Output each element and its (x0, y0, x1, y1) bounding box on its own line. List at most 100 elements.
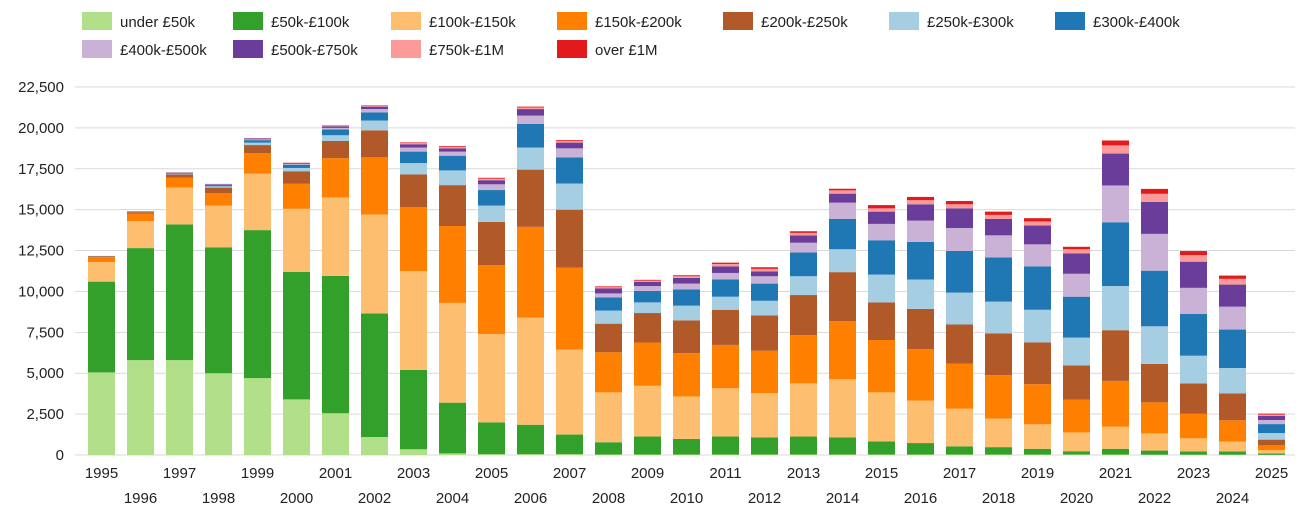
legend-swatch (723, 12, 753, 30)
x-tick-label: 2014 (826, 490, 859, 507)
bar-stack-2011 (712, 262, 739, 455)
bar-segment (1219, 393, 1246, 421)
bar-stack-2006 (517, 106, 544, 455)
bar-segment (517, 424, 544, 455)
legend-label: £250k-£300k (927, 14, 1014, 31)
x-tick-label: 2004 (436, 490, 469, 507)
x-tick-label: 1998 (202, 490, 235, 507)
bar-segment (946, 200, 973, 205)
legend-item: £250k-£300k (889, 12, 1014, 31)
bar-segment (946, 324, 973, 364)
bar-segment (829, 218, 856, 250)
bar-segment (556, 434, 583, 455)
bar-segment (478, 184, 505, 191)
bar-segment (478, 205, 505, 222)
bar-segment (673, 289, 700, 306)
bar-segment (361, 106, 388, 110)
bar-segment (1258, 419, 1285, 425)
bar-segment (1102, 222, 1129, 287)
bar-segment (166, 177, 193, 188)
bar-segment (322, 413, 349, 455)
bar-segment (595, 287, 622, 289)
y-axis-ticks: 0 2,500 5,000 7,500 10,000 12,500 15,000 17,500… (18, 79, 64, 464)
bar-segment (400, 207, 427, 271)
x-tick-label: 2017 (943, 465, 976, 482)
bar-segment (439, 147, 466, 149)
bar-segment (1024, 221, 1051, 226)
bar-segment (1258, 450, 1285, 454)
bar-stack-2009 (634, 279, 661, 455)
bar-stack-2005 (478, 177, 505, 455)
bar-segment (400, 147, 427, 152)
bar-segment (1219, 441, 1246, 452)
bar-segment (88, 372, 115, 455)
bar-segment (127, 221, 154, 249)
bar-segment (1024, 424, 1051, 449)
bar-segment (1063, 253, 1090, 274)
bar-segment (1102, 286, 1129, 331)
bar-segment (1141, 450, 1168, 455)
bar-segment (244, 378, 271, 455)
bar-segment (712, 266, 739, 273)
bar-segment (1102, 145, 1129, 154)
bar-segment (868, 392, 895, 442)
bar-segment (517, 115, 544, 124)
bar-segment (712, 388, 739, 437)
bar-segment (595, 352, 622, 393)
bar-segment (985, 211, 1012, 215)
bar-segment (1063, 432, 1090, 452)
bar-segment (517, 454, 544, 455)
bar-segment (907, 200, 934, 205)
bar-segment (868, 211, 895, 224)
bar-segment (907, 443, 934, 455)
bar-segment (1219, 451, 1246, 455)
bar-segment (985, 235, 1012, 258)
bar-segment (517, 109, 544, 116)
x-tick-label: 1999 (241, 465, 274, 482)
bar-segment (361, 214, 388, 314)
bar-segment (1180, 255, 1207, 262)
bar-segment (595, 323, 622, 353)
bar-segment (517, 106, 544, 108)
bar-segment (517, 147, 544, 170)
bar-segment (1180, 451, 1207, 455)
bar-segment (205, 186, 232, 188)
bar-segment (478, 178, 505, 181)
bar-segment (790, 252, 817, 277)
bar-segment (1102, 185, 1129, 223)
bars (88, 105, 1285, 455)
bar-stack-2025 (1258, 413, 1285, 455)
bar-segment (1102, 140, 1129, 146)
bar-segment (751, 350, 778, 394)
bar-segment (556, 454, 583, 455)
bar-segment (946, 292, 973, 325)
y-tick-label: 7,500 (26, 324, 64, 341)
bar-segment (322, 126, 349, 128)
bar-segment (478, 190, 505, 206)
bar-segment (556, 349, 583, 435)
legend-label: £750k-£1M (429, 42, 504, 59)
bar-segment (244, 139, 271, 141)
bar-segment (127, 360, 154, 455)
bar-segment (829, 190, 856, 194)
bar-segment (244, 230, 271, 379)
bar-segment (322, 140, 349, 159)
bar-segment (1180, 314, 1207, 356)
bar-segment (361, 109, 388, 113)
x-tick-label: 2011 (709, 465, 741, 482)
bar-segment (478, 221, 505, 266)
bar-stack-2024 (1219, 275, 1246, 455)
bar-segment (322, 197, 349, 276)
bar-stack-2008 (595, 286, 622, 455)
bar-segment (1024, 225, 1051, 245)
bar-segment (283, 164, 310, 168)
bar-segment (1063, 273, 1090, 297)
bar-segment (1258, 424, 1285, 434)
bar-segment (673, 438, 700, 455)
legend-swatch (233, 40, 263, 58)
bar-segment (556, 148, 583, 158)
bar-segment (790, 242, 817, 253)
bar-segment (166, 174, 193, 178)
bar-segment (1141, 188, 1168, 194)
bar-segment (946, 446, 973, 455)
